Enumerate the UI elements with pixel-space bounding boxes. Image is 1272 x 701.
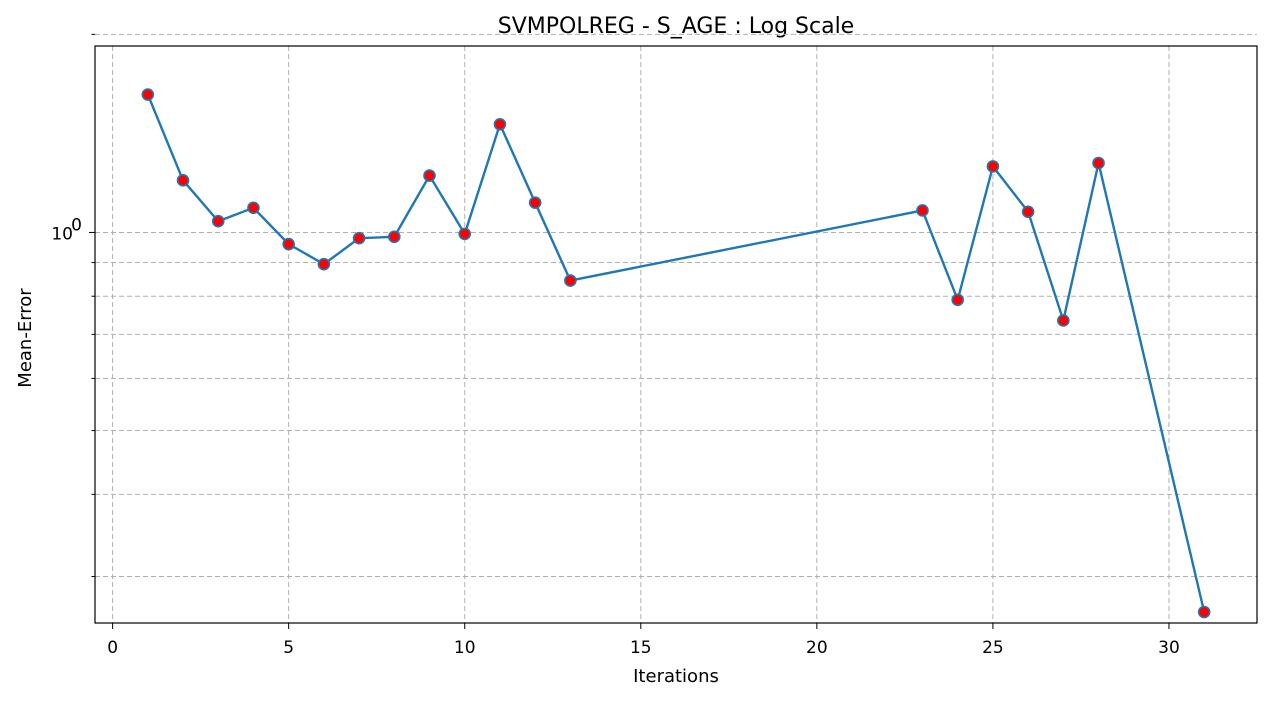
data-point [916,204,929,217]
series-line [146,94,1206,613]
x-tick-label: 0 [107,638,118,658]
series-line-layer [146,94,1206,613]
data-point [423,169,436,182]
markers [141,88,1211,619]
data-point [176,174,190,187]
data-point [493,117,507,131]
data-point [282,237,295,251]
x-tick-label: 15 [630,638,652,658]
data-point [317,257,331,271]
x-tick-label: 30 [1158,638,1180,658]
data-point [1092,156,1105,170]
y-ticks: 100 [51,33,95,578]
chart-title: SVMPOLREG - S_AGE : Log Scale [498,14,854,39]
x-tick-label: 10 [454,638,476,658]
data-point [352,231,366,245]
data-point [1197,605,1211,619]
data-point [211,214,225,228]
data-point [141,88,155,101]
data-point [458,227,472,241]
data-point [1057,314,1070,327]
y-tick-label-exponent: 0 [71,215,82,235]
data-point [388,230,401,244]
x-axis-label: Iterations [633,666,719,687]
data-point [1021,205,1035,219]
y-tick-label: 10 [51,224,73,244]
x-tick-label: 5 [283,638,294,658]
data-point [528,196,542,209]
data-point [986,160,1000,173]
y-axis-label: Mean-Error [15,288,36,388]
x-tick-label: 20 [806,638,828,658]
grid [95,33,1257,623]
data-point [951,293,964,307]
x-tick-label: 25 [982,638,1004,658]
x-ticks: 0 5 10 15 20 25 30 [107,623,1180,658]
data-point [564,274,577,287]
data-point [247,201,260,215]
